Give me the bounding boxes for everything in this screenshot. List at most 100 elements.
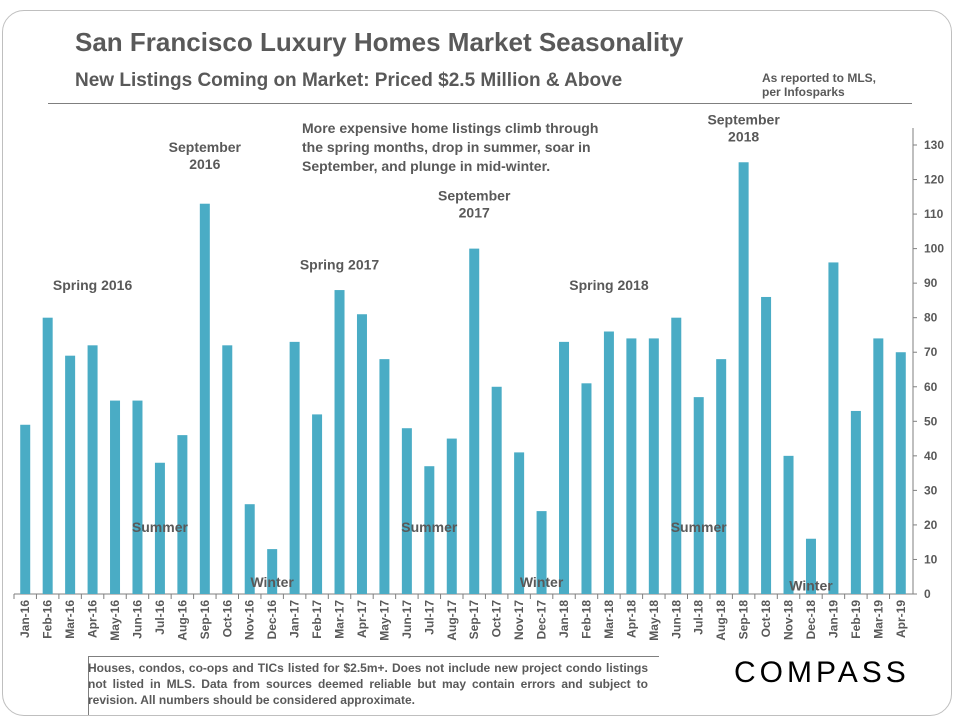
x-tick-label: Aug-16 [175, 600, 189, 641]
bar [267, 549, 278, 594]
bar [401, 428, 412, 594]
bar [626, 338, 637, 594]
y-tick-label: 40 [924, 449, 938, 463]
bar [469, 248, 480, 594]
y-tick-label: 130 [924, 138, 944, 152]
x-tick-label: May-17 [377, 600, 391, 641]
x-tick-label: Feb-16 [41, 600, 55, 639]
bar [289, 341, 300, 594]
x-tick-label: Dec-17 [535, 600, 549, 640]
y-tick-label: 100 [924, 242, 944, 256]
bar [222, 345, 233, 594]
annotation-label: Winter [250, 574, 294, 590]
y-tick-label: 70 [924, 345, 938, 359]
bar [581, 383, 592, 594]
page-subtitle: New Listings Coming on Market: Priced $2… [75, 70, 623, 91]
x-tick-label: Sep-18 [737, 600, 751, 640]
x-tick-label: Sep-17 [467, 600, 481, 640]
bar [761, 296, 772, 594]
x-tick-label: Jan-17 [288, 600, 302, 638]
annotation-label: Summer [671, 519, 728, 535]
annotation-label: Summer [132, 519, 189, 535]
x-tick-label: Dec-18 [804, 600, 818, 640]
x-tick-label: Oct-17 [490, 600, 504, 638]
bar [379, 359, 390, 594]
y-tick-label: 0 [924, 587, 931, 601]
brand-logo: COMPASS [734, 656, 910, 689]
bar [873, 338, 884, 594]
x-tick-label: Jun-17 [400, 600, 414, 639]
x-tick-label: Jan-18 [557, 600, 571, 638]
bar [895, 352, 906, 594]
x-tick-label: Aug-17 [445, 600, 459, 641]
x-tick-label: Jul-16 [153, 600, 167, 635]
annotation-label: Winter [789, 578, 833, 594]
bar [42, 317, 53, 594]
x-tick-label: Nov-18 [782, 600, 796, 640]
x-tick-label: Apr-19 [894, 600, 908, 638]
x-tick-label: Aug-18 [714, 600, 728, 641]
annotation-label: Spring 2017 [300, 256, 380, 272]
bar [491, 386, 502, 594]
footnote-box [88, 656, 659, 715]
commentary-text: More expensive home listings climb throu… [302, 120, 598, 174]
x-tick-label: Dec-16 [265, 600, 279, 640]
y-tick-label: 90 [924, 276, 938, 290]
bar [805, 538, 816, 594]
bar [783, 455, 794, 594]
annotation-label: Winter [520, 574, 564, 590]
y-tick-label: 60 [924, 380, 938, 394]
bar [693, 397, 704, 594]
bar [716, 359, 727, 594]
bar [828, 262, 839, 594]
x-tick-label: Feb-19 [849, 600, 863, 639]
x-tick-label: Apr-18 [624, 600, 638, 638]
x-tick-label: Nov-17 [512, 600, 526, 640]
footnote: Houses, condos, co-ops and TICs listed f… [88, 661, 648, 707]
annotation-label: Spring 2018 [569, 277, 649, 293]
x-tick-label: Feb-17 [310, 600, 324, 639]
bar [850, 410, 861, 594]
bar [110, 400, 121, 594]
x-tick-label: May-16 [108, 600, 122, 641]
x-tick-label: Jul-18 [692, 600, 706, 635]
x-tick-label: Mar-18 [602, 600, 616, 639]
bar [648, 338, 659, 594]
y-tick-label: 20 [924, 518, 938, 532]
bar [87, 345, 98, 594]
x-tick-label: Apr-17 [355, 600, 369, 638]
bar [536, 511, 547, 594]
y-tick-label: 80 [924, 311, 938, 325]
x-tick-label: Mar-16 [63, 600, 77, 639]
x-tick-label: Jun-18 [669, 600, 683, 639]
bar [446, 438, 457, 594]
bar [199, 203, 210, 594]
x-tick-label: Mar-19 [871, 600, 885, 639]
bar [20, 424, 31, 594]
header-divider [48, 103, 912, 104]
source-line-1: As reported to MLS, [762, 71, 877, 85]
bar [738, 162, 749, 594]
bar [671, 317, 682, 594]
x-tick-label: Oct-16 [220, 600, 234, 638]
bar [334, 290, 345, 594]
x-tick-label: Mar-17 [333, 600, 347, 639]
bar [154, 462, 165, 594]
annotation-label: September 2017 [438, 188, 511, 221]
y-tick-label: 50 [924, 414, 938, 428]
source-line-2: per Infosparks [762, 85, 845, 99]
annotation-label: Summer [401, 519, 458, 535]
x-tick-label: Oct-18 [759, 600, 773, 638]
bar [356, 314, 367, 594]
bar [312, 414, 323, 594]
x-tick-label: Apr-16 [86, 600, 100, 638]
y-tick-label: 110 [924, 207, 944, 221]
x-tick-label: Jan-16 [18, 600, 32, 638]
bar [132, 400, 143, 594]
bar [514, 452, 525, 594]
y-tick-label: 30 [924, 483, 938, 497]
x-tick-label: Jul-17 [422, 600, 436, 635]
annotation-label: Spring 2016 [53, 277, 133, 293]
bar [559, 341, 570, 594]
